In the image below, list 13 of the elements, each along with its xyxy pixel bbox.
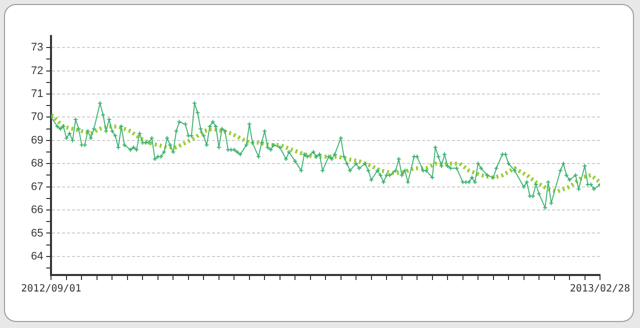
- y-tick-label: 66: [30, 204, 44, 216]
- y-tick-label: 68: [30, 158, 44, 170]
- y-tick-label: 73: [30, 42, 44, 54]
- y-tick-label: 71: [30, 88, 44, 100]
- y-tick-label: 69: [30, 134, 44, 146]
- y-tick-label: 67: [30, 180, 44, 193]
- y-tick-label: 72: [30, 64, 44, 77]
- line-series: [51, 112, 600, 194]
- x-tick-label: 2012/09/01: [21, 284, 82, 295]
- x-tick-label: 2013/02/28: [570, 284, 630, 295]
- y-tick-label: 64: [30, 250, 44, 262]
- y-tick-label: 65: [30, 227, 44, 240]
- y-tick-label: 70: [30, 111, 44, 124]
